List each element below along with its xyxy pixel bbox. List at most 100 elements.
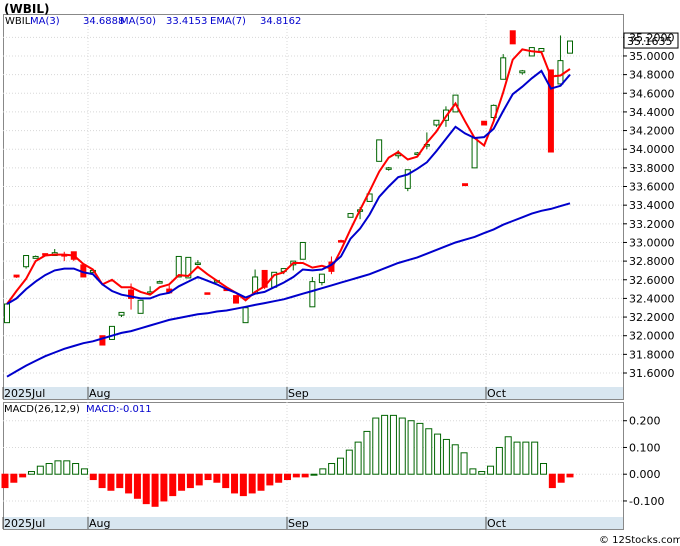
macd-bar bbox=[451, 444, 459, 475]
last-price-box bbox=[623, 32, 679, 49]
price-y-tick-label: 32.2000 bbox=[629, 311, 675, 324]
macd-bar bbox=[566, 473, 574, 478]
price-y-tick-label: 32.8000 bbox=[629, 255, 675, 268]
macd-bar bbox=[63, 460, 71, 475]
price-legend-item: WBIL bbox=[5, 16, 31, 27]
price-y-tick-label: 35.2000 bbox=[629, 31, 675, 44]
macd-bar bbox=[45, 463, 53, 475]
macd-bar bbox=[301, 473, 309, 478]
candle-body bbox=[519, 70, 526, 74]
chart-title: (WBIL) bbox=[4, 2, 49, 16]
price-legend-item: 34.8162 bbox=[260, 16, 301, 27]
macd-bar bbox=[460, 452, 468, 475]
series-line-ma-50 bbox=[6, 202, 571, 378]
macd-bar bbox=[257, 473, 265, 491]
candle-body bbox=[4, 303, 10, 324]
candle-body bbox=[309, 281, 316, 308]
candle-body bbox=[385, 167, 392, 170]
macd-bar bbox=[169, 473, 177, 497]
price-legend-item: 33.4153 bbox=[166, 16, 207, 27]
macd-date-band bbox=[3, 517, 623, 529]
macd-bar bbox=[27, 471, 35, 475]
price-y-tick-label: 31.8000 bbox=[629, 348, 675, 361]
candle-body bbox=[204, 292, 211, 295]
macd-y-tick-label: 0.000 bbox=[629, 468, 661, 481]
candle-body bbox=[471, 137, 478, 169]
macd-bar bbox=[389, 414, 397, 475]
macd-bar bbox=[372, 417, 380, 475]
macd-bar bbox=[284, 473, 291, 481]
candle-body bbox=[23, 255, 30, 268]
price-date-label: Sep bbox=[288, 387, 309, 400]
macd-bar bbox=[548, 473, 556, 489]
candle-body bbox=[137, 299, 144, 314]
macd-bar bbox=[487, 465, 495, 475]
last-price-label: 35.1635 bbox=[627, 35, 673, 48]
candle-body bbox=[567, 40, 573, 54]
macd-y-tick-label: -0.100 bbox=[629, 495, 664, 508]
macd-y-tick-label: 0.200 bbox=[629, 415, 661, 428]
macd-bar bbox=[319, 468, 327, 475]
candle-body bbox=[547, 69, 554, 153]
macd-bar bbox=[266, 473, 274, 486]
candle-body bbox=[194, 262, 201, 265]
macd-bar bbox=[116, 473, 124, 489]
macd-bar bbox=[275, 473, 283, 483]
price-y-tick-label: 35.0000 bbox=[629, 50, 675, 63]
macd-bar bbox=[531, 441, 539, 475]
price-panel-bg bbox=[3, 14, 623, 387]
macd-bar bbox=[142, 473, 150, 505]
macd-panel-border bbox=[3, 402, 624, 530]
price-legend-item: MA(3) bbox=[30, 16, 60, 27]
price-y-tick-label: 32.6000 bbox=[629, 274, 675, 287]
candle-body bbox=[233, 295, 240, 304]
candle-body bbox=[99, 335, 106, 346]
candle-body bbox=[433, 119, 440, 126]
macd-bar bbox=[557, 473, 565, 483]
price-date-band bbox=[3, 387, 623, 399]
price-y-tick-label: 33.6000 bbox=[629, 181, 675, 194]
candle-body bbox=[404, 169, 411, 189]
price-legend-item: EMA(7) bbox=[210, 16, 246, 27]
macd-bar bbox=[425, 428, 433, 475]
macd-bar bbox=[125, 473, 133, 494]
macd-bar bbox=[522, 441, 530, 475]
macd-bar bbox=[178, 473, 186, 491]
price-y-tick-label: 33.2000 bbox=[629, 218, 675, 231]
candle-body bbox=[347, 213, 354, 218]
macd-bar bbox=[363, 430, 371, 475]
price-y-tick-label: 31.6000 bbox=[629, 367, 675, 380]
macd-legend-item: MACD:-0.011 bbox=[86, 404, 152, 415]
macd-bar bbox=[36, 465, 44, 475]
candle-body bbox=[337, 240, 344, 243]
macd-bar bbox=[345, 449, 353, 475]
macd-legend-item: MACD(26,12,9) bbox=[4, 404, 80, 415]
macd-bar bbox=[310, 473, 318, 476]
candle-body bbox=[318, 273, 325, 284]
price-y-tick-label: 34.0000 bbox=[629, 143, 675, 156]
price-legend-item: MA(50) bbox=[120, 16, 156, 27]
price-date-label: Oct bbox=[487, 387, 507, 400]
footer-credit: © 12Stocks.com bbox=[599, 535, 680, 546]
macd-y-tick-label: 0.100 bbox=[629, 441, 661, 454]
candle-body bbox=[509, 30, 516, 45]
price-y-tick-label: 33.8000 bbox=[629, 162, 675, 175]
macd-bar bbox=[328, 463, 336, 475]
candle-body bbox=[32, 255, 39, 259]
candle-body bbox=[13, 274, 20, 278]
macd-bar bbox=[10, 473, 18, 483]
macd-bar bbox=[107, 473, 115, 491]
macd-date-label: Aug bbox=[89, 517, 110, 530]
candle-body bbox=[557, 60, 564, 85]
macd-bar bbox=[213, 473, 221, 483]
price-y-tick-label: 33.4000 bbox=[629, 199, 675, 212]
candle-body bbox=[175, 255, 182, 278]
macd-bar bbox=[195, 473, 203, 486]
price-panel-border bbox=[3, 14, 624, 400]
price-y-tick-label: 34.8000 bbox=[629, 69, 675, 82]
macd-bar bbox=[292, 473, 300, 478]
price-y-tick-label: 32.0000 bbox=[629, 330, 675, 343]
price-date-label: 2025Jul bbox=[4, 387, 45, 400]
series-line-ema-7 bbox=[6, 69, 571, 305]
macd-bar bbox=[381, 414, 389, 475]
